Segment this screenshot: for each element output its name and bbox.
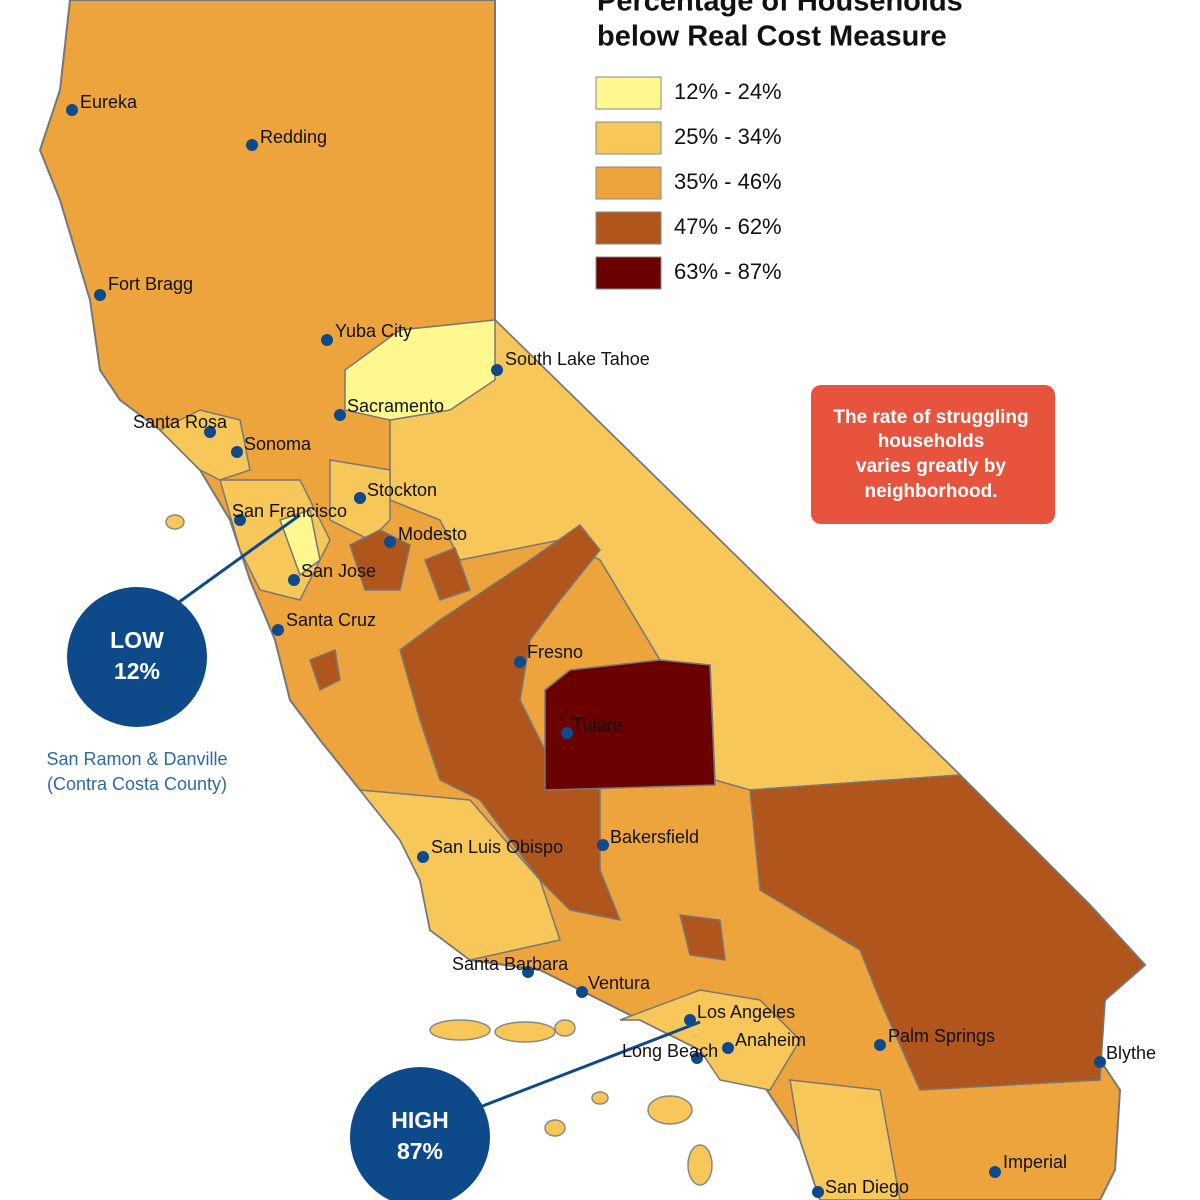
city-label: Bakersfield: [610, 827, 699, 847]
city-dot: [94, 289, 106, 301]
low-label: LOW: [110, 627, 164, 653]
city-label: South Lake Tahoe: [505, 349, 650, 369]
city-label: Blythe: [1106, 1043, 1156, 1063]
city-dot: [514, 656, 526, 668]
city-dot: [417, 851, 429, 863]
region: [279, 509, 321, 577]
city-label: Fort Bragg: [108, 274, 193, 294]
high-value: 87%: [397, 1138, 443, 1164]
city-label: Santa Barbara: [452, 954, 569, 974]
high-label: HIGH: [391, 1107, 449, 1133]
city-label: Stockton: [367, 480, 437, 500]
title: Percentage of Households below Real Cost…: [597, 0, 963, 53]
legend-swatch: [595, 121, 662, 155]
high-bubble: [350, 1067, 490, 1200]
city-dot: [597, 839, 609, 851]
region: [544, 659, 716, 791]
city-label: Los Angeles: [697, 1002, 795, 1022]
city-label: Anaheim: [735, 1030, 806, 1050]
city-dot: [522, 966, 534, 978]
note-line: households: [878, 431, 985, 452]
note-line: neighborhood.: [865, 481, 998, 502]
note: The rate of struggling households varies…: [833, 407, 1028, 502]
low-place: (Contra Costa County): [47, 774, 227, 794]
city-label: Redding: [260, 127, 327, 147]
city-dot: [272, 624, 284, 636]
city-label: Palm Springs: [888, 1026, 995, 1046]
city-dot: [354, 492, 366, 504]
city-dot: [812, 1186, 824, 1198]
city-dot: [66, 104, 78, 116]
city-dot: [722, 1042, 734, 1054]
city-label: Modesto: [398, 524, 467, 544]
city-label: San Diego: [825, 1177, 909, 1197]
city-dot: [989, 1166, 1001, 1178]
legend-swatch: [595, 76, 662, 110]
low-place: San Ramon & Danville: [46, 749, 227, 769]
city-label: Sonoma: [244, 434, 312, 454]
city-dot: [874, 1039, 886, 1051]
city-label: Santa Cruz: [286, 610, 376, 630]
note-line: The rate of struggling: [833, 407, 1028, 428]
region: [424, 547, 471, 601]
legend: 12% - 24% 25% - 34% 35% - 46% 47% - 62% 63% …: [595, 76, 782, 290]
city-dot: [1094, 1056, 1106, 1068]
city-dot: [204, 426, 216, 438]
city-label: Sacramento: [347, 396, 444, 416]
city-dot: [384, 536, 396, 548]
legend-swatch: [595, 211, 662, 245]
legend-label: 25% - 34%: [674, 124, 782, 149]
region: [344, 319, 496, 421]
city-label: Yuba City: [335, 321, 412, 341]
city-dot: [288, 574, 300, 586]
city-dot: [576, 986, 588, 998]
city-dot: [231, 446, 243, 458]
regions: [158, 318, 1147, 1200]
cities: Eureka Redding Fort Bragg Yuba City South La…: [66, 92, 1156, 1198]
region: [619, 989, 801, 1091]
city-dot: [491, 364, 503, 376]
city-label: Tulare: [572, 715, 622, 735]
city-label: Eureka: [80, 92, 138, 112]
region: [749, 774, 1147, 1091]
city-dot: [561, 727, 573, 739]
city-dot: [684, 1014, 696, 1026]
low-value: 12%: [114, 658, 160, 684]
legend-swatch: [595, 166, 662, 200]
region: [679, 914, 726, 961]
low-pointer: [174, 513, 301, 607]
islands: [165, 514, 713, 1186]
legend-label: 35% - 46%: [674, 169, 782, 194]
city-label: San Luis Obispo: [431, 837, 563, 857]
title-line: below Real Cost Measure: [597, 21, 947, 53]
note-line: varies greatly by: [856, 456, 1006, 477]
city-label: San Francisco: [232, 501, 347, 521]
city-dot: [321, 334, 333, 346]
legend-label: 47% - 62%: [674, 214, 782, 239]
legend-swatch: [595, 256, 662, 290]
high-pointer: [479, 1020, 701, 1109]
legend-label: 63% - 87%: [674, 259, 782, 284]
city-label: Ventura: [588, 973, 651, 993]
region: [358, 789, 561, 961]
region: [158, 409, 251, 481]
region: [309, 648, 341, 692]
note-box: [811, 385, 1055, 524]
city-dot: [234, 514, 246, 526]
legend-label: 12% - 24%: [674, 79, 782, 104]
city-label: Imperial: [1003, 1152, 1067, 1172]
city-dot: [246, 139, 258, 151]
title-line: Percentage of Households: [597, 0, 963, 18]
city-label: San Jose: [301, 561, 376, 581]
city-label: Long Beach: [622, 1041, 718, 1061]
city-dot: [334, 409, 346, 421]
city-label: Santa Rosa: [133, 412, 228, 432]
city-label: Fresno: [527, 642, 583, 662]
city-dot: [691, 1052, 703, 1064]
low-bubble: [67, 587, 207, 727]
region: [789, 1079, 901, 1200]
